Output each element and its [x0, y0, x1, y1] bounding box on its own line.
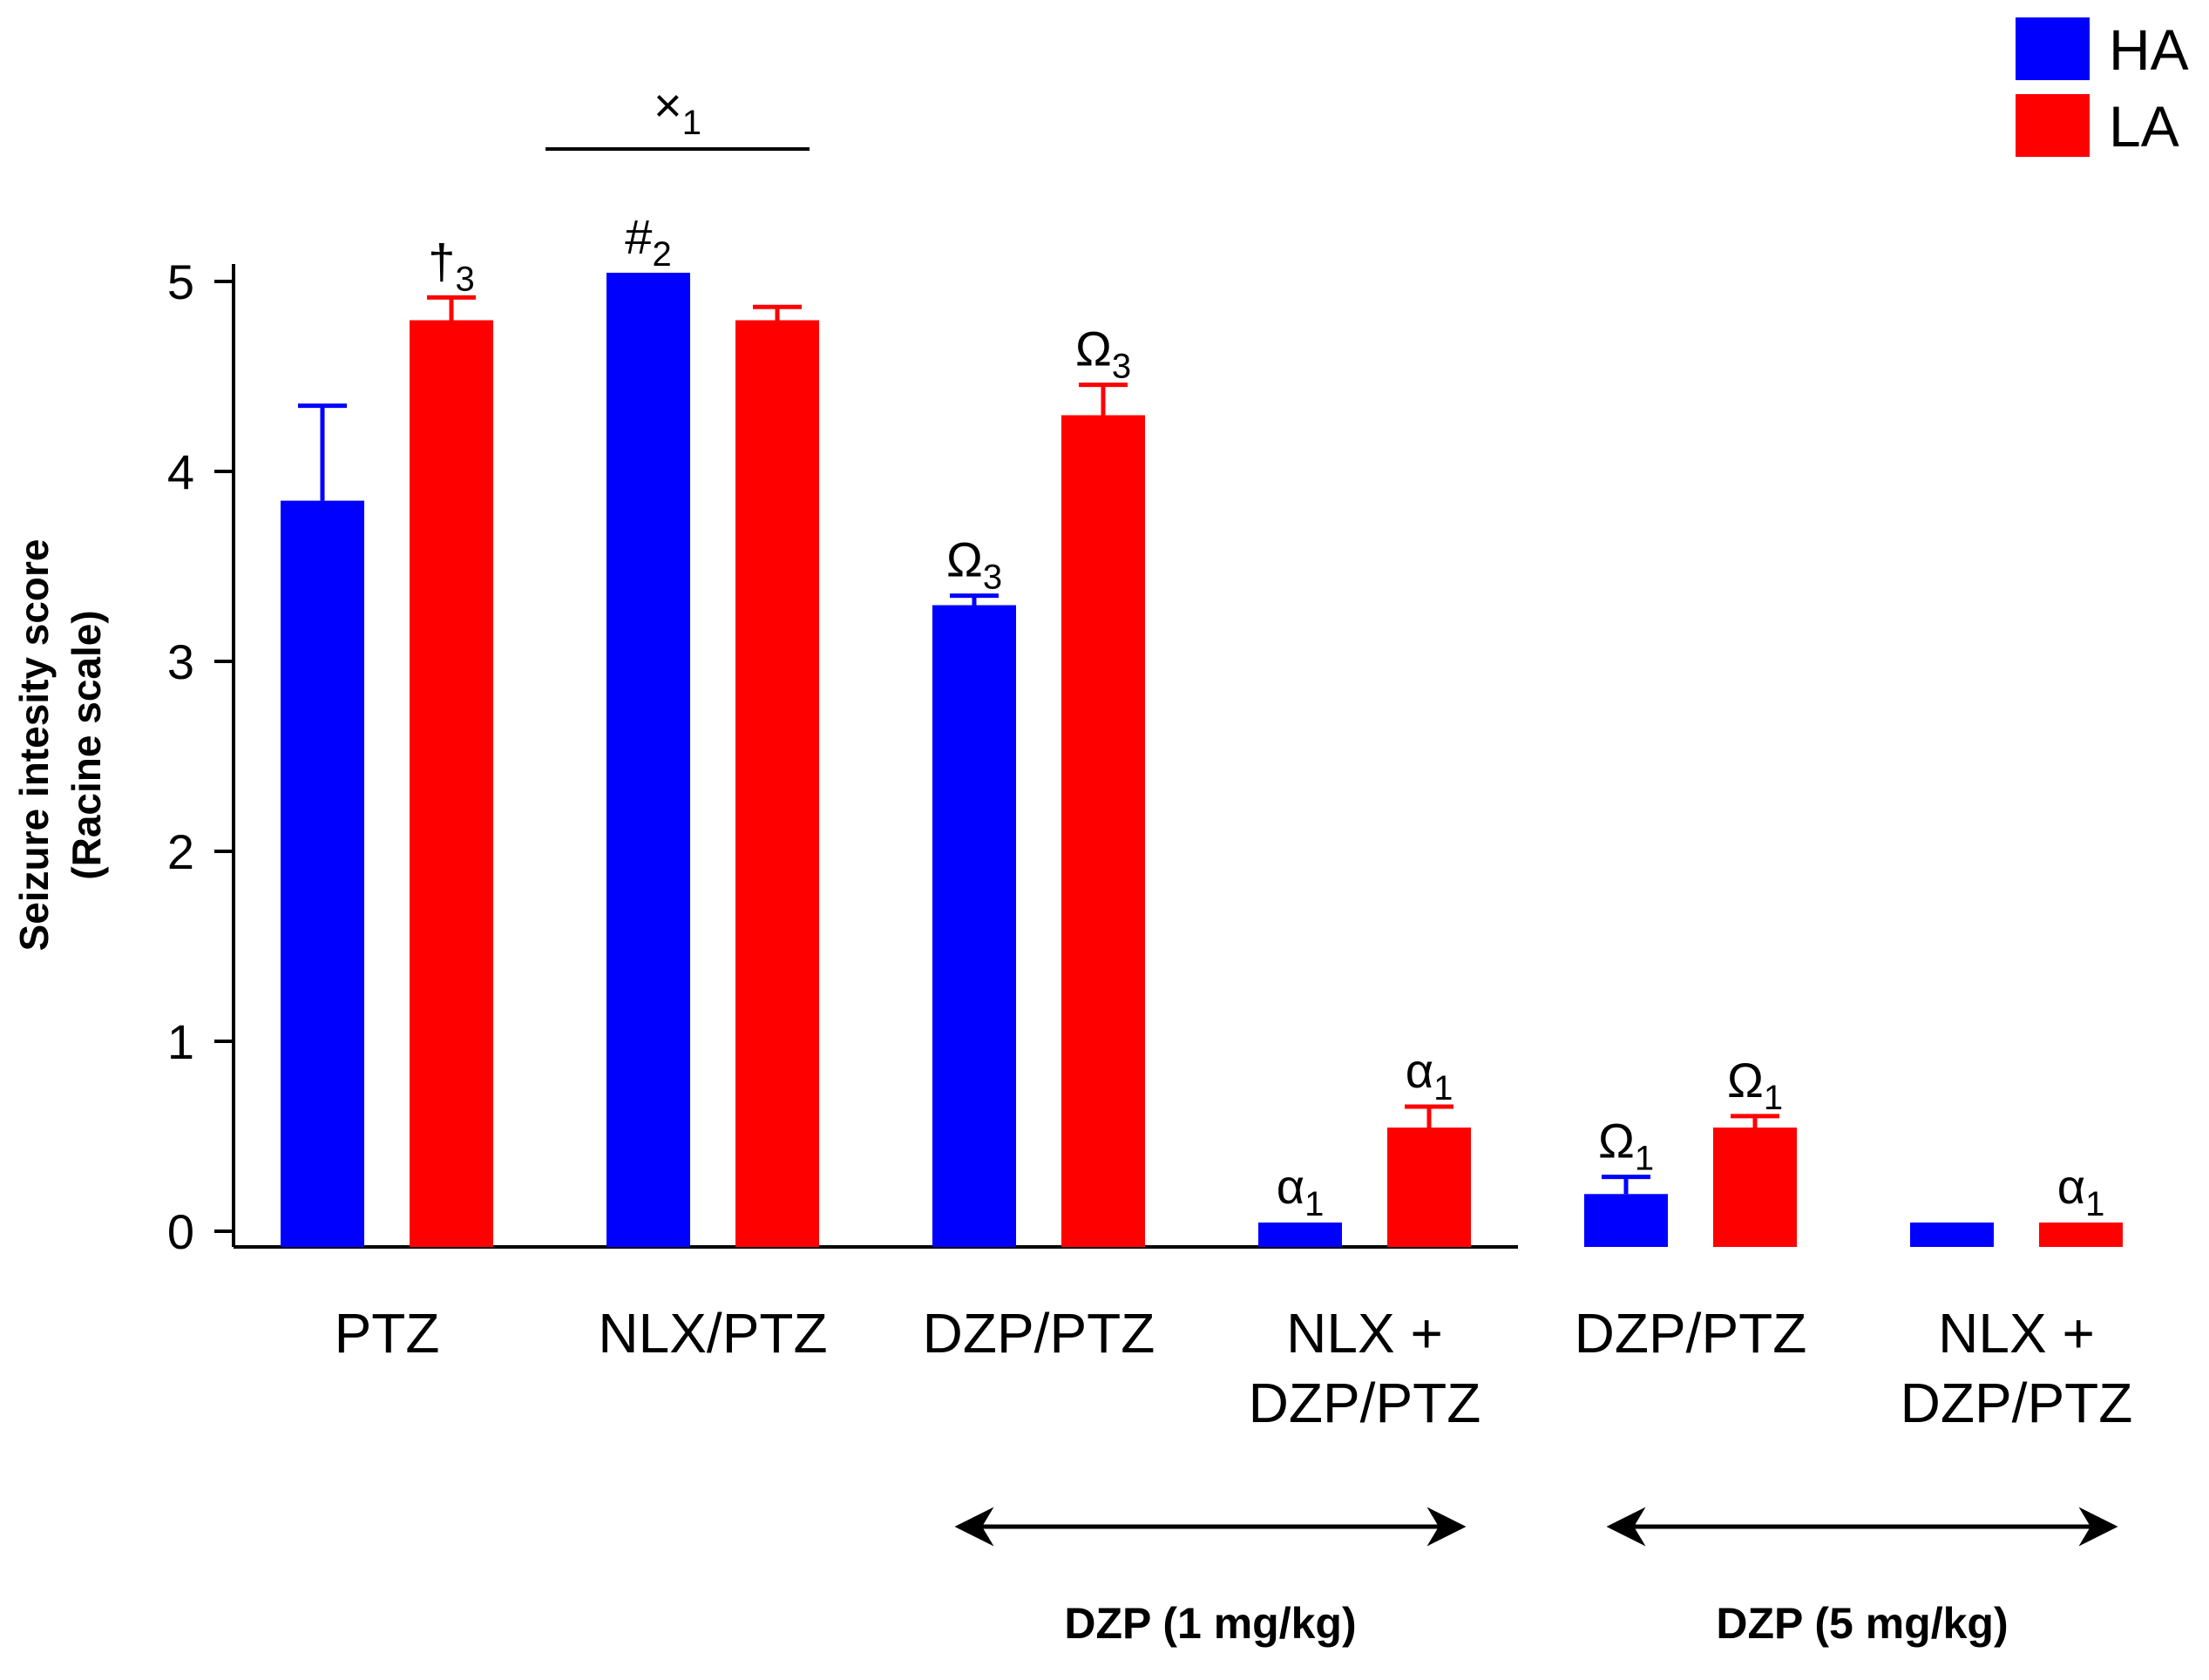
y-axis-label: Seizure intesity score (Racine scale): [11, 539, 109, 952]
annotation-la-0: †3: [428, 234, 474, 298]
x-axis-category-labels: PTZ NLX/PTZ DZP/PTZ NLX + DZP/PTZ DZP/PTZ NLX …: [335, 1302, 2133, 1434]
bars: [281, 273, 2123, 1247]
bar-la-5: [2039, 1223, 2123, 1247]
category-label-3: DZP/PTZ: [1249, 1372, 1481, 1434]
bar-la-3: [1387, 1128, 1471, 1247]
category-label-3: NLX +: [1286, 1302, 1443, 1365]
annotation-la-3: α1: [1406, 1043, 1453, 1108]
y-tick-label: 4: [167, 444, 194, 499]
legend-label-ha: HA: [2109, 17, 2189, 82]
annotation-ha-1: #2: [625, 209, 671, 274]
bar-la-0: [410, 320, 493, 1247]
legend-swatch-ha: [2016, 17, 2090, 80]
bar-ha-3: [1258, 1223, 1342, 1247]
bar-ha-4: [1584, 1194, 1668, 1247]
bar-ha-5: [1910, 1223, 1994, 1247]
annotation-la-4: Ω1: [1727, 1053, 1783, 1117]
error-bars: [298, 295, 1779, 1195]
annotation-la-2: Ω3: [1075, 322, 1131, 386]
comparison-annotation: ×1: [654, 78, 701, 142]
bar-la-1: [735, 320, 819, 1247]
category-label-0: PTZ: [335, 1302, 440, 1365]
bar-ha-0: [281, 500, 364, 1247]
annotation-la-5: α1: [2057, 1159, 2105, 1223]
category-label-4: DZP/PTZ: [1575, 1302, 1807, 1365]
bar-ha-2: [932, 605, 1016, 1247]
bar-ha-1: [606, 273, 690, 1247]
y-tick-label: 0: [167, 1204, 194, 1259]
y-tick-label: 5: [167, 254, 194, 309]
annotation-ha-3: α1: [1277, 1159, 1325, 1223]
y-tick-label: 3: [167, 634, 194, 689]
significance-annotations: #2 Ω3 α1 Ω1 †3 Ω3 α1 Ω1 α1 ×1: [428, 78, 2104, 1223]
bar-la-2: [1061, 415, 1145, 1247]
category-label-5: NLX +: [1938, 1302, 2095, 1365]
y-axis-label-line2: (Racine scale): [64, 610, 109, 879]
annotation-ha-4: Ω1: [1598, 1114, 1654, 1178]
legend-swatch-la: [2016, 94, 2090, 157]
dose-group-label-0: DZP (1 mg/kg): [1064, 1599, 1356, 1648]
annotation-ha-2: Ω3: [946, 532, 1002, 597]
y-axis-ticks: 0 1 2 3 4 5: [167, 254, 234, 1259]
dose-group-label-1: DZP (5 mg/kg): [1716, 1599, 2008, 1648]
bar-la-4: [1713, 1128, 1797, 1247]
legend-label-la: LA: [2109, 94, 2179, 159]
category-label-5: DZP/PTZ: [1901, 1372, 2133, 1434]
y-tick-label: 1: [167, 1014, 194, 1069]
category-label-1: NLX/PTZ: [598, 1302, 827, 1365]
category-label-2: DZP/PTZ: [923, 1302, 1155, 1365]
legend: HA LA: [2016, 17, 2189, 159]
y-tick-label: 2: [167, 824, 194, 879]
y-axis-label-line1: Seizure intesity score: [11, 539, 57, 952]
dose-group-brackets: DZP (1 mg/kg) DZP (5 mg/kg): [954, 1507, 2118, 1648]
